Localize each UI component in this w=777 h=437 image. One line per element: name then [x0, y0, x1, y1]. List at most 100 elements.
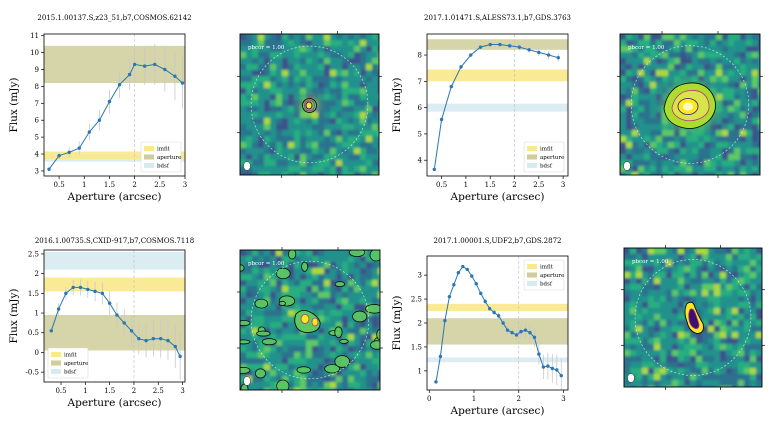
map-pixel: [288, 82, 295, 89]
map-pixel: [336, 304, 343, 311]
map-pixel: [306, 388, 313, 390]
map-pixel: [686, 34, 693, 41]
map-pixel: [276, 82, 283, 89]
map-pixel: [366, 316, 373, 323]
map-pixel: [294, 382, 301, 389]
map-pixel: [722, 76, 729, 83]
map-pixel: [306, 34, 313, 41]
map-pixel: [740, 100, 747, 107]
data-point: [97, 118, 102, 122]
map-pixel: [324, 64, 331, 71]
map-pixel: [626, 124, 633, 131]
map-pixel: [312, 304, 319, 311]
map-pixel: [324, 274, 331, 281]
map-pixel: [342, 160, 349, 167]
map-pixel: [366, 172, 373, 175]
map-pixel: [240, 334, 247, 341]
map-pixel: [744, 368, 751, 375]
map-pixel: [330, 160, 337, 167]
map-pixel: [752, 46, 759, 53]
map-pixel: [758, 52, 760, 59]
map-pixel: [728, 148, 735, 155]
y-tick-label: 5: [35, 134, 39, 142]
noise-contour: [296, 366, 311, 374]
map-pixel: [732, 326, 739, 333]
noise-contour: [370, 340, 380, 350]
map-pixel: [318, 172, 325, 175]
map-pixel: [372, 298, 379, 305]
map-pixel: [650, 130, 657, 137]
map-pixel: [276, 334, 283, 341]
map-pixel: [672, 278, 679, 285]
map-pixel: [306, 118, 313, 125]
map-pixel: [246, 352, 253, 359]
map-pixel: [342, 298, 349, 305]
map-pixel: [650, 172, 657, 175]
data-point: [537, 352, 541, 356]
data-point: [517, 45, 522, 49]
map-pixel: [246, 322, 253, 329]
map-pixel: [360, 334, 367, 341]
data-point: [127, 72, 132, 77]
y-tick-label: -0.5: [26, 369, 40, 377]
map-pixel: [366, 388, 373, 390]
map-pixel: [744, 290, 751, 297]
map-pixel: [720, 296, 727, 303]
data-point: [107, 301, 112, 305]
map-pixel: [270, 46, 277, 53]
map-pixel: [336, 124, 343, 131]
map-pixel: [660, 284, 667, 291]
map-pixel: [620, 166, 627, 173]
map-pixel: [690, 332, 697, 339]
map-pixel: [294, 130, 301, 137]
map-pixel: [642, 284, 649, 291]
map-pixel: [240, 166, 247, 173]
map-pixel: [710, 172, 717, 175]
data-point: [507, 44, 512, 48]
map-pixel: [366, 256, 373, 263]
map-pixel: [660, 374, 667, 381]
map-pixel: [692, 58, 699, 65]
map-pixel: [624, 338, 631, 345]
map-pixel: [336, 382, 343, 389]
data-point: [432, 167, 436, 172]
map-pixel: [678, 356, 685, 363]
map-pixel: [330, 322, 337, 329]
map-pixel: [312, 154, 319, 161]
map-pixel: [330, 34, 337, 41]
map-pixel: [656, 124, 663, 131]
map-pixel: [306, 142, 313, 149]
map-pixel: [258, 268, 265, 275]
map-pixel: [726, 314, 733, 321]
data-point: [461, 264, 465, 269]
map-pixel: [642, 296, 649, 303]
map-pixel: [750, 374, 757, 381]
map-pixel: [626, 142, 633, 149]
map-pixel: [282, 172, 289, 175]
map-pixel: [638, 40, 645, 47]
map-pixel: [258, 310, 265, 317]
map-pixel: [660, 386, 667, 387]
map-pixel: [378, 358, 380, 365]
map-pixel: [330, 82, 337, 89]
map-pixel: [318, 250, 325, 257]
map-pixel: [626, 112, 633, 119]
map-pixel: [312, 310, 319, 317]
map-pixel: [306, 298, 313, 305]
map-pixel: [680, 142, 687, 149]
map-pixel: [318, 388, 325, 390]
map-pixel: [378, 316, 380, 323]
map-pixel: [318, 64, 325, 71]
map-pixel: [270, 352, 277, 359]
map-pixel: [716, 106, 723, 113]
map-pixel: [372, 136, 379, 143]
map-pixel: [752, 64, 759, 71]
map-pixel: [264, 388, 271, 390]
map-pixel: [258, 148, 265, 155]
map-pixel: [342, 136, 349, 143]
map-pixel: [258, 292, 265, 299]
map-pixel: [686, 136, 693, 143]
map-pixel: [638, 94, 645, 101]
map-pixel: [686, 46, 693, 53]
